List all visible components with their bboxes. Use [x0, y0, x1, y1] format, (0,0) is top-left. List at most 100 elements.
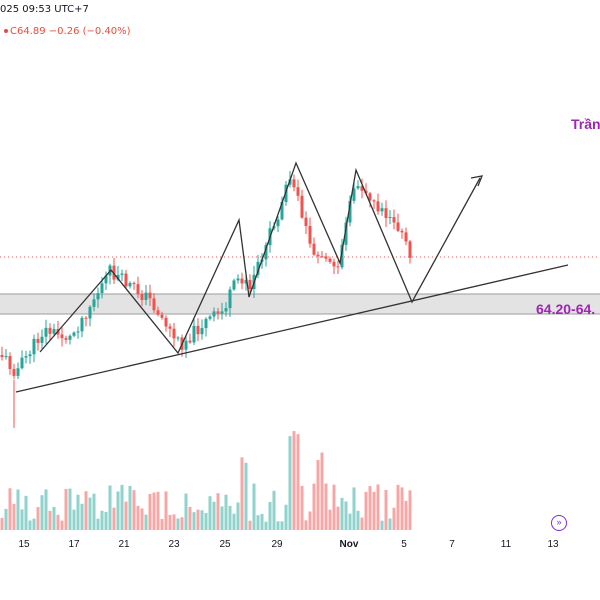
- volume-bar: [112, 507, 116, 530]
- arrow-head: [470, 175, 484, 187]
- ohlc-value: C64.89 −0.26 (−0.40%): [10, 26, 131, 37]
- volume-bar: [0, 517, 4, 530]
- volume-bar: [368, 486, 372, 530]
- candle: [84, 317, 88, 319]
- volume-bar: [180, 517, 184, 530]
- volume-bar: [304, 520, 308, 530]
- candle: [76, 331, 80, 333]
- candle: [316, 254, 320, 257]
- volume-bar: [12, 503, 16, 530]
- candle: [320, 256, 324, 258]
- volume-bar: [388, 518, 392, 530]
- candle: [352, 188, 356, 201]
- volume-bar: [52, 506, 56, 530]
- volume-bar: [152, 492, 156, 530]
- volume-bar: [144, 514, 148, 530]
- volume-bar: [396, 484, 400, 530]
- volume-bar: [88, 497, 92, 530]
- candle: [176, 337, 180, 339]
- candle: [200, 328, 204, 335]
- volume-bar: [352, 487, 356, 530]
- candle: [120, 273, 124, 275]
- volume-bar: [276, 521, 280, 530]
- candle: [292, 179, 296, 188]
- trendline: [15, 264, 569, 393]
- volume-bar: [132, 490, 136, 530]
- candle: [96, 293, 100, 300]
- volume-bar: [136, 505, 140, 530]
- volume-bar: [284, 504, 288, 530]
- volume-bar: [324, 483, 328, 530]
- volume-bar: [404, 500, 408, 530]
- candle: [236, 278, 240, 281]
- candle: [212, 311, 216, 317]
- volume-bar: [228, 505, 232, 530]
- volume-bar: [236, 502, 240, 530]
- volume-bar: [240, 457, 244, 530]
- candle: [104, 275, 108, 284]
- volume-bar: [356, 510, 360, 530]
- candle: [304, 217, 308, 226]
- volume-bar: [260, 513, 264, 530]
- candle: [256, 261, 260, 275]
- candle: [396, 222, 400, 231]
- volume-bar: [384, 489, 388, 530]
- volume-bar: [96, 518, 100, 530]
- candle: [224, 308, 228, 312]
- candle: [276, 219, 280, 227]
- volume-bar: [128, 485, 132, 530]
- candle: [400, 230, 404, 233]
- candle: [228, 289, 232, 309]
- fast-forward-icon[interactable]: »: [551, 515, 567, 531]
- status-dot-icon: [4, 29, 8, 33]
- candle: [264, 245, 268, 260]
- volume-bar: [392, 507, 396, 530]
- volume-bar: [300, 485, 304, 530]
- candle: [92, 299, 96, 307]
- volume-bar: [116, 491, 120, 530]
- volume-bar: [272, 490, 276, 530]
- volume-bar: [196, 509, 200, 530]
- volume-bar: [248, 520, 252, 530]
- x-tick-label: 21: [118, 539, 130, 550]
- volume-bar: [76, 494, 80, 530]
- volume-bar: [188, 506, 192, 530]
- candle: [340, 244, 344, 268]
- candle: [24, 356, 28, 358]
- volume-bar: [408, 490, 412, 530]
- volume-bar: [60, 520, 64, 530]
- candle: [312, 243, 316, 255]
- volume-bar: [104, 511, 108, 530]
- volume-bar: [24, 495, 28, 530]
- volume-bar: [4, 508, 8, 530]
- candle: [132, 283, 136, 285]
- candle: [40, 336, 44, 343]
- candle: [68, 335, 72, 340]
- volume-bar: [80, 503, 84, 530]
- chart-annotation-title: Trần: [571, 116, 600, 132]
- support-zone-label: 64.20-64.: [536, 301, 596, 317]
- candle: [384, 208, 388, 219]
- candle: [140, 294, 144, 300]
- x-tick-label: 25: [219, 539, 231, 550]
- candle: [128, 283, 132, 287]
- volume-bar: [84, 491, 88, 530]
- candle: [332, 261, 336, 267]
- volume-bar: [320, 452, 324, 530]
- volume-bar: [124, 501, 128, 530]
- volume-bar: [192, 512, 196, 530]
- candle: [372, 200, 376, 202]
- candle: [216, 311, 220, 314]
- candle: [168, 326, 172, 329]
- candle: [380, 208, 384, 212]
- candle: [64, 338, 68, 340]
- candle: [204, 318, 208, 329]
- candle: [12, 368, 16, 376]
- candle: [160, 314, 164, 318]
- candle: [88, 306, 92, 319]
- candle: [336, 266, 340, 268]
- candle: [28, 354, 32, 357]
- candle: [172, 328, 176, 339]
- candle: [164, 317, 168, 327]
